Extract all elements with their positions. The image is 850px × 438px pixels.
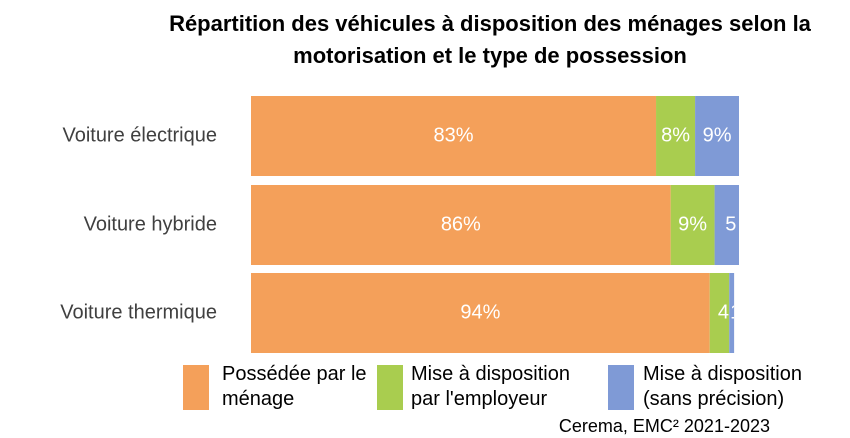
bar-segment [251, 185, 671, 265]
category-label: Voiture électrique [62, 124, 217, 146]
bar-segment [251, 273, 710, 353]
bar-segment [695, 96, 739, 176]
data-label: 1 [730, 301, 741, 323]
bar-segment [714, 185, 739, 265]
source: Cerema, EMC² 2021-2023 [558, 416, 770, 436]
bar-segment [670, 185, 715, 265]
chart-title: Répartition des véhicules à disposition … [169, 11, 811, 68]
data-label: 94% [460, 301, 500, 323]
legend-swatch [183, 365, 209, 410]
bar-segment [729, 273, 735, 353]
data-label: 9% [703, 124, 732, 146]
data-label: 86% [441, 213, 481, 235]
data-label: 83% [434, 124, 474, 146]
data-label: 9% [678, 213, 707, 235]
legend-swatch [377, 365, 403, 410]
bar-segment [656, 96, 696, 176]
data-label: 5 [725, 213, 736, 235]
data-label: 8% [661, 124, 690, 146]
category-label: Voiture hybride [84, 213, 217, 235]
legend-label: Mise à disposition (sans précision) [643, 363, 802, 410]
legend-swatch [608, 365, 634, 410]
legend-label: Mise à disposition par l'employeur [411, 363, 570, 410]
bar-segment [709, 273, 730, 353]
legend-label: Possédée par le ménage [222, 363, 367, 410]
category-label: Voiture thermique [60, 301, 217, 323]
data-label: 4 [718, 301, 729, 323]
bar-segment [251, 96, 657, 176]
